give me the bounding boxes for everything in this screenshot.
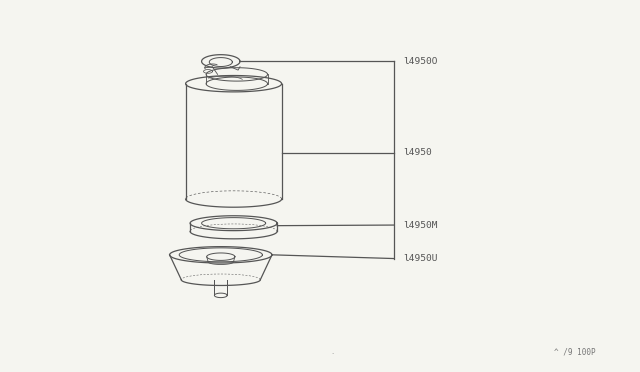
Text: .: . <box>332 349 334 355</box>
Text: l4950M: l4950M <box>403 221 438 230</box>
Text: l4950O: l4950O <box>403 57 438 66</box>
Text: l4950U: l4950U <box>403 254 438 263</box>
Text: l4950: l4950 <box>403 148 432 157</box>
Text: ^ /9 100P: ^ /9 100P <box>554 347 595 356</box>
